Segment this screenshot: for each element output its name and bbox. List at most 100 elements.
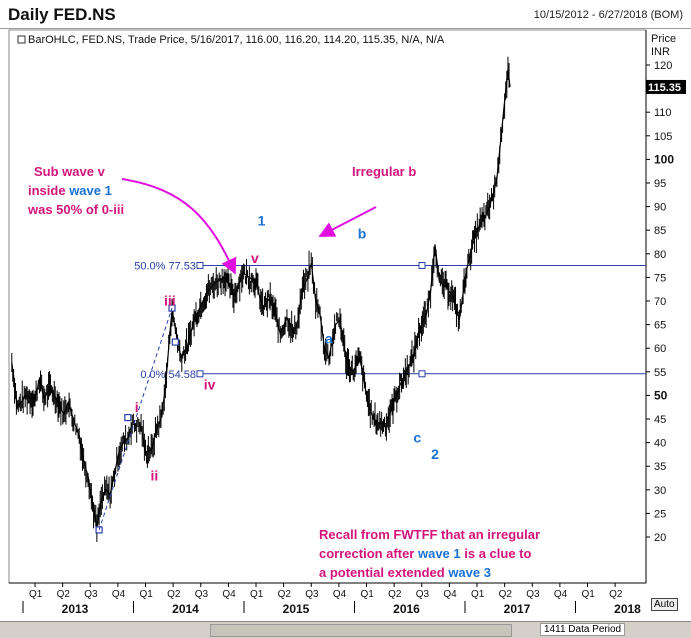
chart-info-row: BarOHLC, FED.NS, Trade Price, 5/16/2017,… — [17, 34, 445, 46]
price-tick-label: 20 — [654, 532, 666, 544]
fibonacci-handle[interactable] — [196, 370, 204, 378]
annotation-recall: Recall from FWTFF that an irregular corr… — [319, 527, 540, 580]
year-label: 2015 — [283, 602, 310, 616]
horizontal-scrollbar[interactable] — [210, 624, 512, 637]
quarter-label: Q2 — [388, 589, 402, 600]
last-price-value: 115.35 — [648, 82, 681, 94]
wave-label: ii — [150, 467, 158, 483]
annotation-subwave-line2: inside wave 1 — [28, 183, 112, 198]
price-tick-label: 110 — [654, 107, 672, 119]
price-tick-label: 45 — [654, 414, 666, 426]
last-price-badge: 115.35 — [646, 79, 686, 94]
price-axis-unit: INR — [651, 46, 670, 58]
quarter-label: Q4 — [554, 589, 568, 600]
annotation-irregular-b: Irregular b — [352, 164, 416, 179]
price-tick-label: 120 — [654, 60, 672, 72]
price-tick-label: 30 — [654, 485, 666, 497]
irregular-b-arrow — [318, 206, 377, 237]
wave-label: c — [413, 430, 421, 446]
quarter-label: Q1 — [140, 589, 154, 600]
year-label: 2018 — [614, 602, 641, 616]
annotation-recall-line1: Recall from FWTFF that an irregular — [319, 527, 540, 542]
quarter-label: Q1 — [361, 589, 375, 600]
price-tick-label: 70 — [654, 296, 666, 308]
fibonacci-handle[interactable] — [418, 261, 426, 269]
price-chart[interactable]: BarOHLC, FED.NS, Trade Price, 5/16/2017,… — [0, 29, 691, 621]
chart-panel[interactable]: BarOHLC, FED.NS, Trade Price, 5/16/2017,… — [0, 28, 691, 638]
price-tick-label: 90 — [654, 202, 666, 214]
price-tick-label: 105 — [654, 131, 672, 143]
subwave-arrow — [121, 178, 237, 275]
fibonacci-levels: 50.0% 77.53 0.0% 54.58 — [134, 260, 646, 381]
fibonacci-anchor-line — [98, 307, 173, 531]
chart-header: Daily FED.NS 10/15/2012 - 6/27/2018 (BOM… — [0, 0, 691, 28]
quarter-label: Q3 — [305, 589, 319, 600]
anchor-marker[interactable] — [124, 413, 132, 422]
date-range: 10/15/2012 - 6/27/2018 (BOM) — [533, 9, 683, 21]
quarter-label: Q4 — [443, 589, 457, 600]
annotation-subwave-wave: wave 1 — [68, 183, 112, 198]
wave-label: v — [251, 250, 259, 266]
quarter-label: Q3 — [195, 589, 209, 600]
year-label: 2013 — [62, 602, 89, 616]
wave-label: a — [325, 330, 333, 346]
price-tick-label: 75 — [654, 272, 666, 284]
anchor-marker[interactable] — [95, 526, 103, 534]
quarter-label: Q2 — [167, 589, 181, 600]
price-tick-label: 95 — [654, 178, 666, 190]
quarter-label: Q2 — [609, 589, 623, 600]
quarter-label: Q4 — [112, 589, 126, 600]
quarter-label: Q1 — [250, 589, 264, 600]
price-tick-label: 40 — [654, 438, 666, 450]
auto-scale-button[interactable]: Auto — [651, 598, 678, 611]
annotation-subwave-line3: was 50% of 0-iii — [27, 202, 124, 217]
quarter-label: Q3 — [84, 589, 98, 600]
quarter-label: Q4 — [333, 589, 347, 600]
data-period-label: 1411 Data Period — [540, 623, 626, 636]
annotation-recall-line3: a potential extended wave 3 — [319, 565, 491, 580]
price-line — [11, 69, 511, 528]
wave-label: iv — [204, 377, 216, 393]
wave-label: 2 — [431, 446, 439, 462]
quarter-label: Q1 — [582, 589, 596, 600]
fibonacci-handle[interactable] — [418, 370, 426, 378]
price-tick-label: 85 — [654, 225, 666, 237]
last-price-box — [646, 79, 686, 94]
quarter-label: Q1 — [29, 589, 43, 600]
anchor-marker[interactable] — [171, 338, 179, 346]
price-tick-label: 65 — [654, 320, 666, 332]
wave-label: 1 — [258, 212, 266, 228]
fibonacci-label: 50.0% 77.53 — [134, 260, 196, 272]
info-marker-icon — [17, 35, 26, 44]
price-tick-label: 100 — [654, 152, 674, 166]
price-tick-label: 60 — [654, 343, 666, 355]
quarter-label: Q3 — [526, 589, 540, 600]
year-label: 2016 — [393, 602, 420, 616]
annotation-recall-line2: correction after wave 1 is a clue to — [319, 546, 532, 561]
annotation-recall-wave1: wave 1 — [417, 546, 461, 561]
price-tick-label: 50 — [654, 388, 668, 402]
price-tick-label: 80 — [654, 249, 666, 261]
year-label: 2017 — [504, 602, 531, 616]
quarter-label: Q2 — [57, 589, 71, 600]
annotation-subwave-line1: Sub wave v — [34, 164, 106, 179]
chart-title: Daily FED.NS — [8, 5, 116, 24]
annotation-subwave: Sub wave v inside wave 1 was 50% of 0-ii… — [27, 164, 124, 217]
plot-area — [8, 29, 647, 584]
quarter-label: Q2 — [278, 589, 292, 600]
fibonacci-handle[interactable] — [196, 261, 204, 269]
price-tick-label: 35 — [654, 461, 666, 473]
price-axis-title: Price — [651, 33, 676, 45]
status-bar: 1411 Data Period — [0, 621, 691, 638]
year-label: 2014 — [172, 602, 199, 616]
price-tick-label: 55 — [654, 367, 666, 379]
price-axis-area — [646, 30, 691, 583]
chart-info-text: BarOHLC, FED.NS, Trade Price, 5/16/2017,… — [28, 34, 445, 46]
annotation-recall-wave3: wave 3 — [447, 565, 491, 580]
wave-label: i — [135, 399, 139, 415]
fibonacci-label: 0.0% 54.58 — [140, 369, 196, 381]
quarter-label: Q4 — [222, 589, 236, 600]
price-tick-label: 25 — [654, 508, 666, 520]
wave-label: iii — [164, 293, 176, 309]
